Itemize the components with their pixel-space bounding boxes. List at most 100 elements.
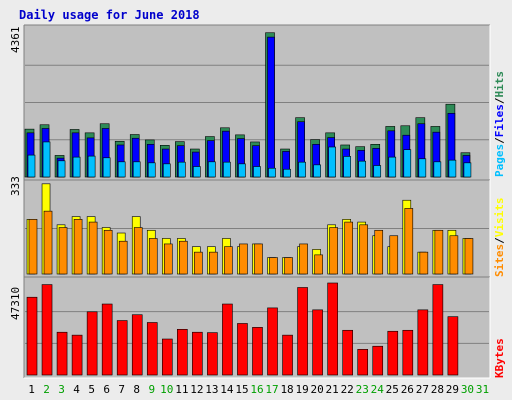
legend-pages: Pages bbox=[493, 144, 506, 177]
day-label-2: 2 bbox=[43, 383, 50, 396]
bar-pages-day-30 bbox=[463, 162, 472, 178]
bar-pages-day-28 bbox=[433, 161, 442, 178]
day-label-23: 23 bbox=[356, 383, 369, 396]
day-label-10: 10 bbox=[160, 383, 173, 396]
top-axis-max-label: 4361 bbox=[9, 27, 22, 54]
bar-pages-day-9 bbox=[147, 162, 156, 178]
bar-sites-day-30 bbox=[464, 238, 474, 275]
day-axis-labels: 1 2 3 4 5 6 7 8 9 10 11 12 13 14 15 16 17 18 19 20 21 22 23 24 2… bbox=[28, 383, 489, 396]
bar-kbytes-day-27 bbox=[417, 309, 429, 376]
bar-sites-day-16 bbox=[254, 243, 263, 275]
bar-kbytes-day-13 bbox=[207, 332, 218, 376]
bar-kbytes-day-2 bbox=[41, 284, 53, 376]
middle-axis-max-label: 333 bbox=[9, 176, 22, 196]
bottom-axis-max-label: 47310 bbox=[9, 287, 22, 320]
bar-sites-day-19 bbox=[299, 243, 308, 275]
bar-sites-day-8 bbox=[133, 227, 143, 275]
bar-sites-day-3 bbox=[58, 227, 68, 275]
bar-sites-day-24 bbox=[374, 229, 384, 275]
day-label-16: 16 bbox=[250, 383, 263, 396]
bar-sites-day-6 bbox=[103, 229, 113, 275]
bar-sites-day-22 bbox=[344, 221, 353, 275]
day-label-31: 31 bbox=[476, 383, 489, 396]
bar-pages-day-20 bbox=[313, 164, 321, 178]
bar-sites-day-10 bbox=[163, 243, 173, 275]
bar-kbytes-day-4 bbox=[71, 334, 83, 376]
day-label-4: 4 bbox=[73, 383, 80, 396]
bar-kbytes-day-8 bbox=[131, 314, 143, 376]
bar-pages-day-26 bbox=[403, 149, 412, 178]
bar-sites-day-18 bbox=[284, 257, 293, 275]
bar-kbytes-day-5 bbox=[86, 311, 98, 376]
bar-kbytes-day-12 bbox=[192, 331, 203, 376]
day-label-25: 25 bbox=[386, 383, 399, 396]
bar-pages-day-23 bbox=[358, 160, 367, 178]
kbytes-panel bbox=[23, 276, 491, 379]
day-label-19: 19 bbox=[295, 383, 308, 396]
bar-kbytes-day-10 bbox=[161, 338, 173, 376]
bar-pages-day-24 bbox=[373, 165, 382, 178]
bar-pages-day-6 bbox=[102, 157, 111, 178]
bar-pages-day-3 bbox=[57, 160, 66, 178]
bar-pages-day-13 bbox=[208, 161, 216, 178]
bar-kbytes-day-26 bbox=[402, 329, 414, 376]
day-label-27: 27 bbox=[416, 383, 429, 396]
bar-sites-day-7 bbox=[118, 240, 128, 275]
day-label-3: 3 bbox=[58, 383, 65, 396]
bar-sites-day-4 bbox=[73, 219, 83, 275]
bar-pages-day-2 bbox=[42, 141, 51, 178]
chart-title: Daily usage for June 2018 bbox=[19, 8, 200, 22]
day-label-9: 9 bbox=[148, 383, 155, 396]
day-label-6: 6 bbox=[103, 383, 110, 396]
bar-pages-day-17 bbox=[268, 167, 276, 178]
bottom-legend: KBytes bbox=[493, 338, 506, 378]
day-label-30: 30 bbox=[461, 383, 474, 396]
bar-kbytes-day-23 bbox=[357, 349, 369, 376]
bar-kbytes-day-21 bbox=[327, 282, 338, 376]
day-label-21: 21 bbox=[326, 383, 339, 396]
bar-files-day-17 bbox=[267, 36, 275, 178]
bar-sites-day-27 bbox=[419, 251, 429, 275]
day-label-5: 5 bbox=[88, 383, 95, 396]
bar-kbytes-day-18 bbox=[282, 334, 293, 376]
day-label-11: 11 bbox=[175, 383, 188, 396]
bar-kbytes-day-20 bbox=[312, 309, 323, 376]
legend-kbytes: KBytes bbox=[493, 338, 506, 378]
hits-files-pages-panel bbox=[23, 24, 491, 181]
bar-sites-day-21 bbox=[329, 227, 338, 275]
bar-sites-day-14 bbox=[224, 246, 233, 275]
day-label-13: 13 bbox=[205, 383, 218, 396]
bar-sites-day-12 bbox=[194, 251, 203, 275]
bar-kbytes-day-7 bbox=[116, 320, 128, 376]
bar-kbytes-day-1 bbox=[26, 296, 38, 376]
legend-files: Files bbox=[493, 104, 506, 137]
bar-sites-day-28 bbox=[434, 229, 444, 275]
bar-sites-day-20 bbox=[314, 254, 323, 275]
day-label-7: 7 bbox=[118, 383, 125, 396]
bar-sites-day-15 bbox=[239, 243, 248, 275]
bar-pages-day-22 bbox=[343, 156, 351, 178]
bar-pages-day-19 bbox=[298, 161, 306, 178]
bar-sites-day-29 bbox=[449, 235, 459, 275]
day-label-15: 15 bbox=[235, 383, 248, 396]
bar-kbytes-day-15 bbox=[237, 323, 248, 376]
legend-visits: Visits bbox=[493, 198, 506, 238]
top-legend: Pages/Files/Hits bbox=[493, 71, 506, 177]
day-label-18: 18 bbox=[280, 383, 293, 396]
bar-pages-day-18 bbox=[283, 168, 291, 178]
legend-separator: / bbox=[493, 97, 506, 104]
bar-kbytes-day-17 bbox=[267, 307, 278, 376]
bar-pages-day-14 bbox=[223, 161, 231, 178]
day-label-28: 28 bbox=[431, 383, 444, 396]
day-label-1: 1 bbox=[28, 383, 35, 396]
bar-sites-day-26 bbox=[404, 208, 414, 275]
day-label-14: 14 bbox=[220, 383, 234, 396]
bar-sites-day-23 bbox=[359, 224, 369, 275]
day-label-20: 20 bbox=[311, 383, 324, 396]
bar-kbytes-day-22 bbox=[342, 329, 353, 376]
bar-pages-day-1 bbox=[27, 154, 36, 178]
bar-pages-day-5 bbox=[87, 155, 96, 178]
bar-sites-day-25 bbox=[389, 235, 399, 275]
legend-separator: / bbox=[493, 237, 506, 244]
bar-sites-day-11 bbox=[179, 240, 188, 275]
